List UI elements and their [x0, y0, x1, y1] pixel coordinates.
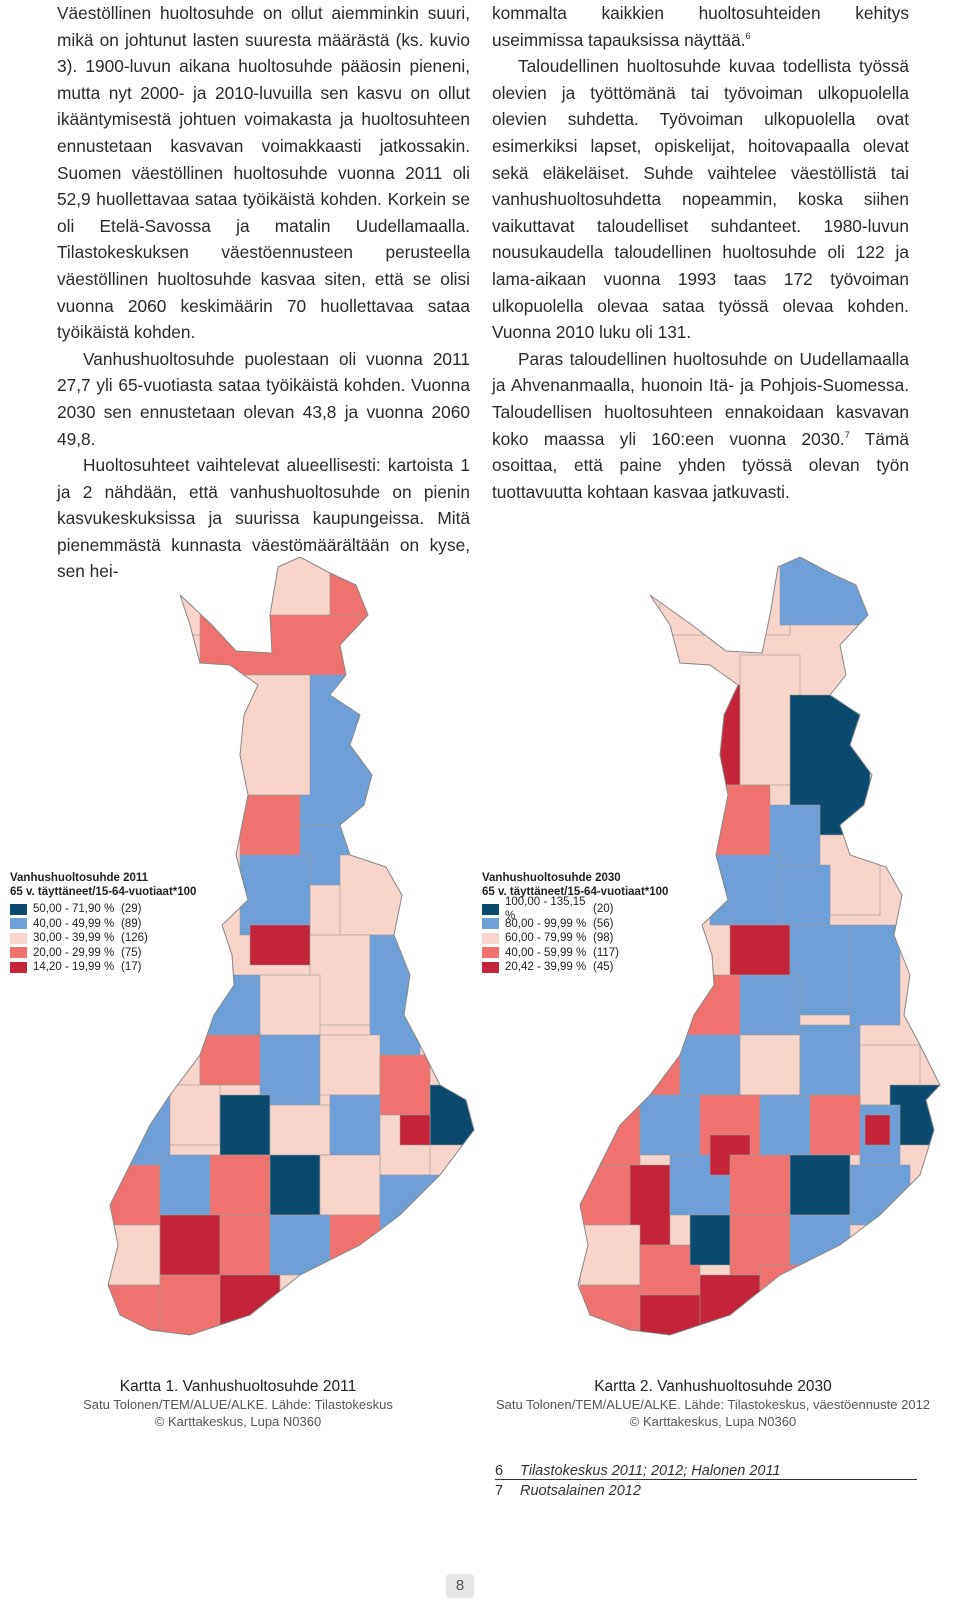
caption-source: Satu Tolonen/TEM/ALUE/ALKE. Lähde: Tilas… — [83, 1397, 393, 1412]
legend-range: 20,42 - 39,99 % — [505, 961, 587, 974]
footnote-divider — [495, 1479, 917, 1480]
legend-range: 40,00 - 59,99 % — [505, 946, 587, 959]
paragraph-3: Huoltosuhteet vaihtelevat alueellisesti:… — [57, 455, 470, 582]
legend-swatch — [482, 932, 499, 944]
paragraph-1: Väestöllinen huoltosuhde on ollut aiemmi… — [57, 3, 470, 343]
paragraph-4: kommalta kaikkien huoltosuhteiden kehity… — [492, 3, 909, 50]
legend-range: 100,00 - 135,15 % — [505, 896, 586, 923]
legend-swatch — [10, 932, 27, 944]
legend-range: 30,00 - 39,99 % — [33, 932, 115, 945]
legend-row: 30,00 - 39,99 % (126) — [10, 931, 196, 946]
legend-count: (126) — [121, 932, 148, 945]
legend-title: Vanhushuoltosuhde 2030 — [482, 872, 621, 884]
footnote-6: 6 Tilastokeskus 2011; 2012; Halonen 2011 — [495, 1463, 781, 1479]
legend-swatch — [10, 961, 27, 973]
right-text-column: kommalta kaikkien huoltosuhteiden kehity… — [492, 0, 909, 505]
caption-source: Satu Tolonen/TEM/ALUE/ALKE. Lähde: Tilas… — [495, 1397, 931, 1412]
legend-swatch — [10, 903, 27, 915]
legend-swatch — [482, 903, 499, 915]
caption-copyright: © Karttakeskus, Lupa N0360 — [154, 1414, 322, 1429]
legend-swatch — [10, 947, 27, 959]
legend-row: 100,00 - 135,15 % (20) — [482, 896, 668, 922]
caption-copyright: © Karttakeskus, Lupa N0360 — [629, 1414, 797, 1429]
legend-row: 40,00 - 49,99 % (89) — [10, 917, 196, 932]
paragraph-6: Paras taloudellinen huoltosuhde on Uudel… — [492, 348, 909, 502]
legend-range: 60,00 - 79,99 % — [505, 932, 587, 945]
legend-range: 20,00 - 29,99 % — [33, 946, 115, 959]
legend-row: 40,00 - 59,99 % (117) — [482, 946, 668, 961]
page-number: 8 — [446, 1574, 474, 1598]
map-2011-caption: Kartta 1. Vanhushuoltosuhde 2011 Satu To… — [60, 1378, 416, 1430]
legend-subtitle: 65 v. täyttäneet/15-64-vuotiaat*100 — [482, 886, 669, 898]
legend-row: 20,00 - 29,99 % (75) — [10, 946, 196, 961]
legend-count: (17) — [121, 961, 142, 974]
legend-count: (89) — [121, 917, 142, 930]
paragraph-2: Vanhushuoltosuhde puolestaan oli vuonna … — [57, 348, 470, 449]
legend-swatch — [482, 961, 499, 973]
map-2030-legend: Vanhushuoltosuhde 2030 65 v. täyttäneet/… — [482, 871, 668, 975]
legend-title: Vanhushuoltosuhde 2011 — [10, 872, 149, 884]
legend-row: 60,00 - 79,99 % (98) — [482, 931, 668, 946]
legend-count: (29) — [121, 903, 142, 916]
legend-row: 50,00 - 71,90 % (29) — [10, 902, 196, 917]
legend-swatch — [10, 918, 27, 930]
map-2011 — [0, 555, 480, 1355]
legend-subtitle: 65 v. täyttäneet/15-64-vuotiaat*100 — [10, 886, 197, 898]
legend-count: (56) — [593, 917, 614, 930]
legend-range: 50,00 - 71,90 % — [33, 903, 115, 916]
legend-row: 20,42 - 39,99 % (45) — [482, 960, 668, 975]
map-2011-legend: Vanhushuoltosuhde 2011 65 v. täyttäneet/… — [10, 871, 196, 975]
caption-title: Kartta 2. Vanhushuoltosuhde 2030 — [594, 1378, 832, 1395]
map-2030 — [480, 555, 960, 1355]
legend-row: 14,20 - 19,99 % (17) — [10, 960, 196, 975]
footnote-7: 7 Ruotsalainen 2012 — [495, 1483, 641, 1499]
legend-range: 14,20 - 19,99 % — [33, 961, 115, 974]
map-2030-caption: Kartta 2. Vanhushuoltosuhde 2030 Satu To… — [480, 1378, 946, 1430]
legend-swatch — [482, 918, 499, 930]
legend-count: (20) — [593, 903, 614, 916]
legend-range: 80,00 - 99,99 % — [505, 917, 587, 930]
left-text-column: Väestöllinen huoltosuhde on ollut aiemmi… — [57, 0, 470, 585]
legend-count: (98) — [593, 932, 614, 945]
caption-title: Kartta 1. Vanhushuoltosuhde 2011 — [119, 1378, 357, 1395]
legend-range: 40,00 - 49,99 % — [33, 917, 115, 930]
legend-count: (45) — [593, 961, 614, 974]
footnote-ref-6[interactable]: 6 — [745, 30, 751, 41]
paragraph-5: Taloudellinen huoltosuhde kuvaa todellis… — [492, 56, 909, 343]
legend-count: (75) — [121, 946, 142, 959]
footnote-ref-7[interactable]: 7 — [844, 429, 850, 440]
legend-swatch — [482, 947, 499, 959]
legend-row: 80,00 - 99,99 % (56) — [482, 917, 668, 932]
legend-count: (117) — [593, 946, 619, 959]
